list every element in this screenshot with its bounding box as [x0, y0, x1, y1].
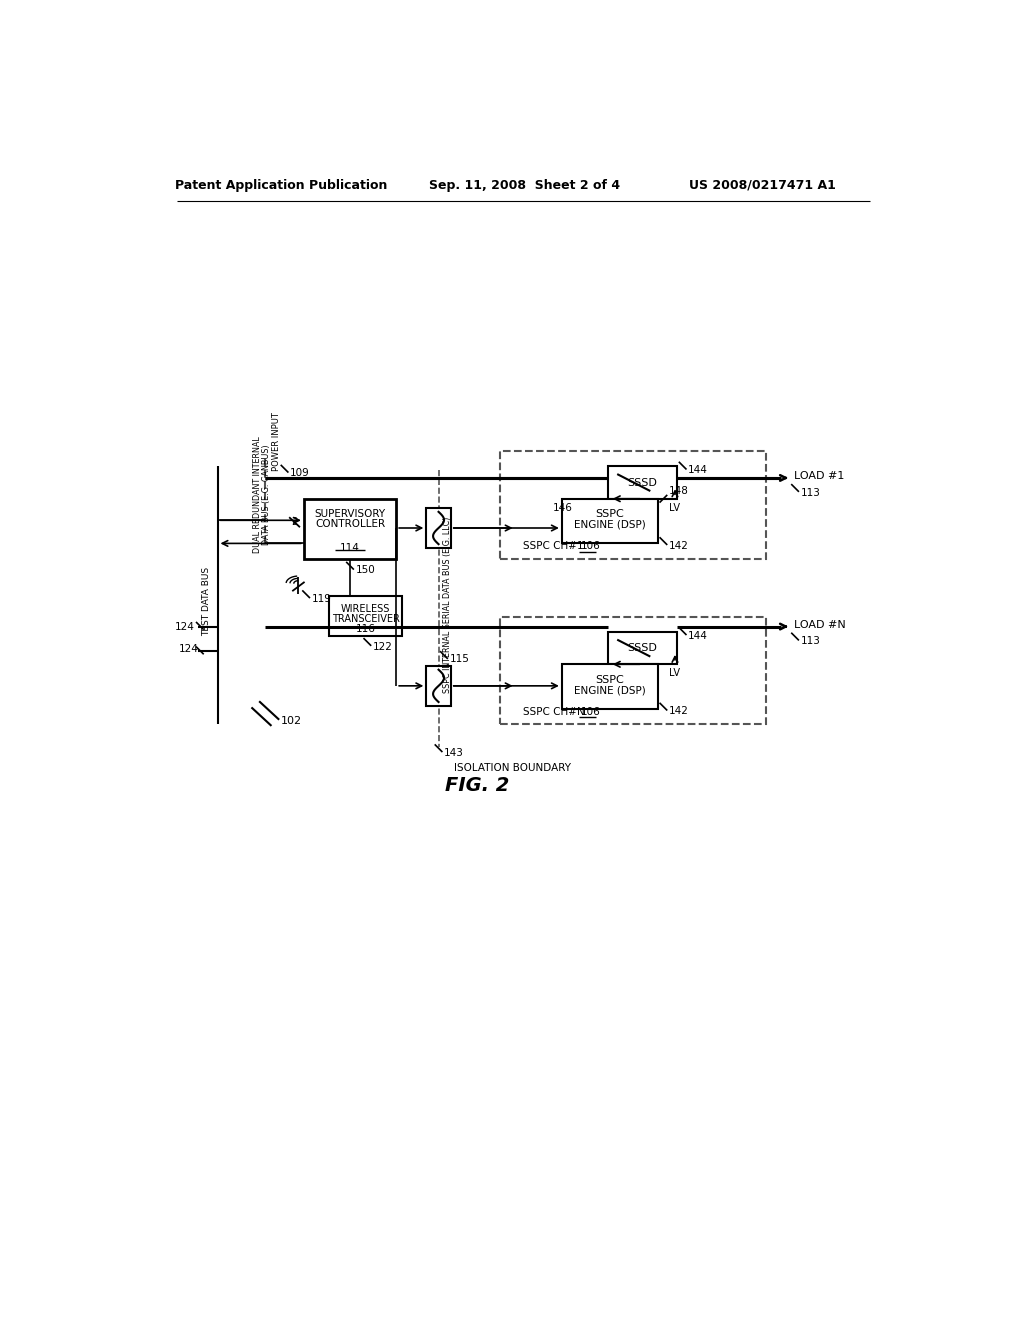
Text: 116: 116	[356, 624, 376, 634]
Text: SUPERVISORY: SUPERVISORY	[314, 510, 386, 519]
Text: LV: LV	[669, 668, 680, 678]
Text: POWER INPUT: POWER INPUT	[271, 412, 281, 471]
Text: 113: 113	[801, 636, 820, 647]
Text: 143: 143	[444, 748, 464, 758]
Text: LOAD #1: LOAD #1	[795, 471, 845, 482]
Bar	[562, 664, 658, 709]
Text: LOAD #N: LOAD #N	[795, 620, 846, 630]
Text: 119: 119	[311, 594, 332, 603]
Text: TRANSCEIVER: TRANSCEIVER	[332, 614, 399, 624]
Text: Sep. 11, 2008  Sheet 2 of 4: Sep. 11, 2008 Sheet 2 of 4	[429, 178, 621, 191]
Text: SSPC CH#N: SSPC CH#N	[523, 706, 585, 717]
Text: 115: 115	[450, 653, 469, 664]
Text: 106: 106	[581, 541, 601, 552]
Text: ENGINE (DSP): ENGINE (DSP)	[574, 685, 646, 696]
Text: 142: 142	[669, 706, 689, 717]
Text: 146: 146	[553, 503, 572, 512]
Bar	[426, 508, 451, 548]
Bar	[608, 632, 677, 664]
Text: LV: LV	[669, 503, 680, 512]
Text: Patent Application Publication: Patent Application Publication	[174, 178, 387, 191]
Text: 114: 114	[340, 543, 360, 553]
Text: DUAL REDUNDANT INTERNAL: DUAL REDUNDANT INTERNAL	[253, 437, 262, 553]
Text: SSPC: SSPC	[596, 510, 625, 519]
Bar	[304, 499, 396, 558]
Bar	[500, 616, 766, 725]
Text: SSSD: SSSD	[628, 478, 657, 487]
Text: 109: 109	[290, 467, 309, 478]
Text: 150: 150	[356, 565, 376, 576]
Text: 144: 144	[688, 631, 708, 640]
Text: TEST DATA BUS: TEST DATA BUS	[203, 566, 211, 636]
Text: WIRELESS: WIRELESS	[341, 603, 390, 614]
Text: 144: 144	[688, 465, 708, 475]
Text: 142: 142	[669, 541, 689, 550]
Bar	[500, 451, 766, 558]
Text: 2: 2	[291, 517, 298, 527]
Bar	[562, 499, 658, 544]
Text: ENGINE (DSP): ENGINE (DSP)	[574, 520, 646, 529]
Bar	[426, 665, 451, 706]
Bar	[330, 595, 402, 636]
Text: 124: 124	[179, 644, 199, 653]
Text: SSPC INTERNAL SERIAL DATA BUS (E.G. LLC): SSPC INTERNAL SERIAL DATA BUS (E.G. LLC)	[443, 517, 453, 693]
Text: ISOLATION BOUNDARY: ISOLATION BOUNDARY	[454, 763, 571, 774]
Text: DATA BUS (E.G. CANBUS): DATA BUS (E.G. CANBUS)	[262, 445, 271, 545]
Text: 106: 106	[581, 706, 601, 717]
Text: US 2008/0217471 A1: US 2008/0217471 A1	[688, 178, 836, 191]
Bar	[608, 466, 677, 499]
Text: 122: 122	[373, 642, 392, 652]
Text: FIG. 2: FIG. 2	[444, 776, 509, 796]
Text: 113: 113	[801, 487, 820, 498]
Text: 102: 102	[281, 717, 302, 726]
Text: SSPC CH#1: SSPC CH#1	[523, 541, 584, 552]
Text: 148: 148	[669, 486, 689, 496]
Text: CONTROLLER: CONTROLLER	[315, 519, 385, 529]
Text: SSSD: SSSD	[628, 643, 657, 653]
Text: SSPC: SSPC	[596, 675, 625, 685]
Text: 124: 124	[175, 622, 195, 631]
